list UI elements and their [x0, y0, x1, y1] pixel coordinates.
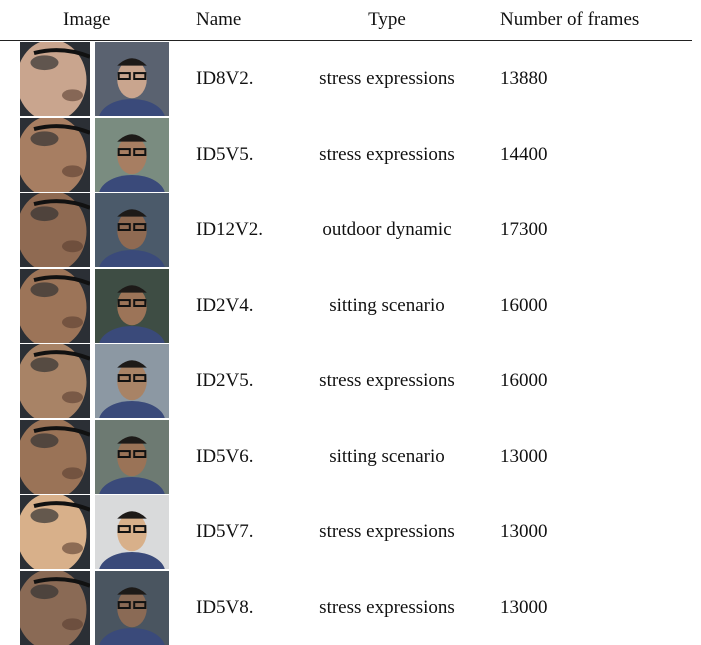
table-cell: 16000: [500, 294, 548, 318]
header-cell: Type: [368, 8, 406, 32]
table-cell: stress expressions: [319, 369, 455, 393]
table-cell: sitting scenario: [329, 445, 445, 469]
eye-camera-image: [20, 344, 90, 418]
table-cell: 14400: [500, 143, 548, 167]
table-cell: outdoor dynamic: [322, 218, 451, 242]
face-image: [95, 344, 169, 418]
face-image: [95, 269, 169, 343]
eye-camera-image: [20, 571, 90, 645]
table-cell: ID12V2.: [196, 218, 263, 242]
table-cell: stress expressions: [319, 143, 455, 167]
face-image: [95, 495, 169, 569]
eye-camera-image: [20, 420, 90, 494]
face-image: [95, 571, 169, 645]
table-cell: 13000: [500, 520, 548, 544]
face-image: [95, 42, 169, 116]
table-cell: stress expressions: [319, 520, 455, 544]
table-cell: ID5V5.: [196, 143, 254, 167]
eye-camera-image: [20, 495, 90, 569]
eye-camera-image: [20, 269, 90, 343]
table-cell: ID2V5.: [196, 369, 254, 393]
eye-camera-image: [20, 42, 90, 116]
face-image: [95, 118, 169, 192]
table-cell: ID5V7.: [196, 520, 254, 544]
table-cell: 13880: [500, 67, 548, 91]
table-cell: 16000: [500, 369, 548, 393]
header-rule: [0, 40, 692, 41]
face-image: [95, 193, 169, 267]
page: Image Name Type Number of frames ID8V2. s…: [0, 0, 701, 641]
table-cell: ID2V4.: [196, 294, 254, 318]
face-image: [95, 420, 169, 494]
table-cell: ID8V2.: [196, 67, 254, 91]
table-cell: 17300: [500, 218, 548, 242]
table-cell: sitting scenario: [329, 294, 445, 318]
table-cell: stress expressions: [319, 596, 455, 620]
header-cell: Image: [63, 8, 110, 32]
table-cell: ID5V8.: [196, 596, 254, 620]
eye-camera-image: [20, 118, 90, 192]
header-cell: Number of frames: [500, 8, 639, 32]
eye-camera-image: [20, 193, 90, 267]
table-cell: 13000: [500, 596, 548, 620]
table-cell: ID5V6.: [196, 445, 254, 469]
table-cell: stress expressions: [319, 67, 455, 91]
table-cell: 13000: [500, 445, 548, 469]
header-cell: Name: [196, 8, 241, 32]
